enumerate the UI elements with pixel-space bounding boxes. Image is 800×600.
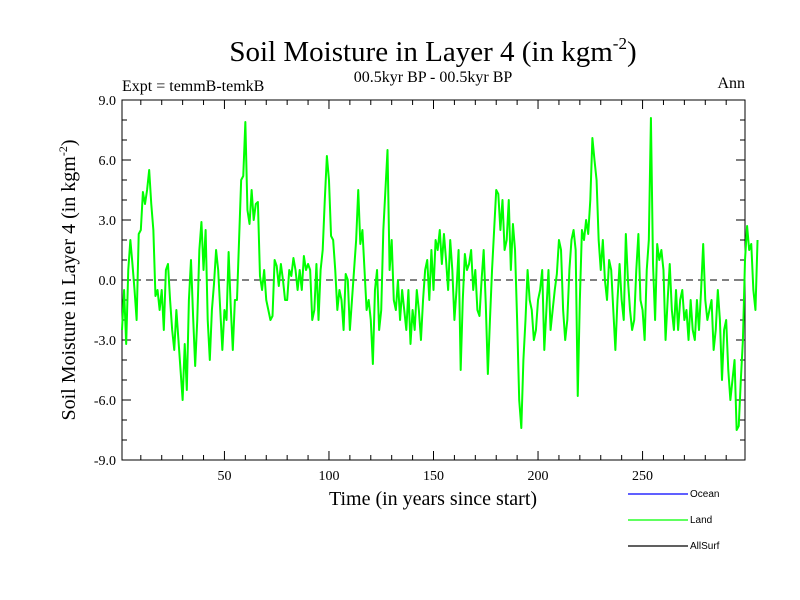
y-tick-label: 3.0 [99,214,117,229]
x-tick-label: 200 [528,469,549,484]
y-tick-label: -6.0 [94,394,116,409]
legend-label-allsurf: AllSurf [690,541,720,552]
subtitle-center: 00.5kyr BP - 00.5kyr BP [354,69,513,86]
subtitle-left: Expt = temmB-temkB [122,78,264,95]
x-axis: 50 100 150 200 250 [140,100,727,484]
chart-title: Soil Moisture in Layer 4 (in kgm-2) [229,34,636,68]
x-tick-label: 250 [632,469,653,484]
y-axis: -9.0 -6.0 -3.0 0.0 3.0 6.0 9.0 [94,94,745,469]
series-group [121,117,759,431]
y-tick-label: -9.0 [94,454,116,469]
legend-label-land: Land [690,515,712,526]
x-tick-label: 50 [217,469,231,484]
legend: Ocean Land AllSurf [628,489,720,552]
y-tick-label: 0.0 [99,274,117,289]
y-axis-label: Soil Moisture in Layer 4 (in kgm-2) [56,139,80,420]
y-tick-label: -3.0 [94,334,116,349]
y-tick-label: 9.0 [99,94,117,109]
x-axis-label: Time (in years since start) [329,488,537,510]
subtitle-right: Ann [717,75,745,92]
series-line-land [121,117,759,431]
x-tick-label: 100 [318,469,339,484]
legend-label-ocean: Ocean [690,489,719,500]
y-tick-label: 6.0 [99,154,117,169]
x-tick-label: 150 [423,469,444,484]
